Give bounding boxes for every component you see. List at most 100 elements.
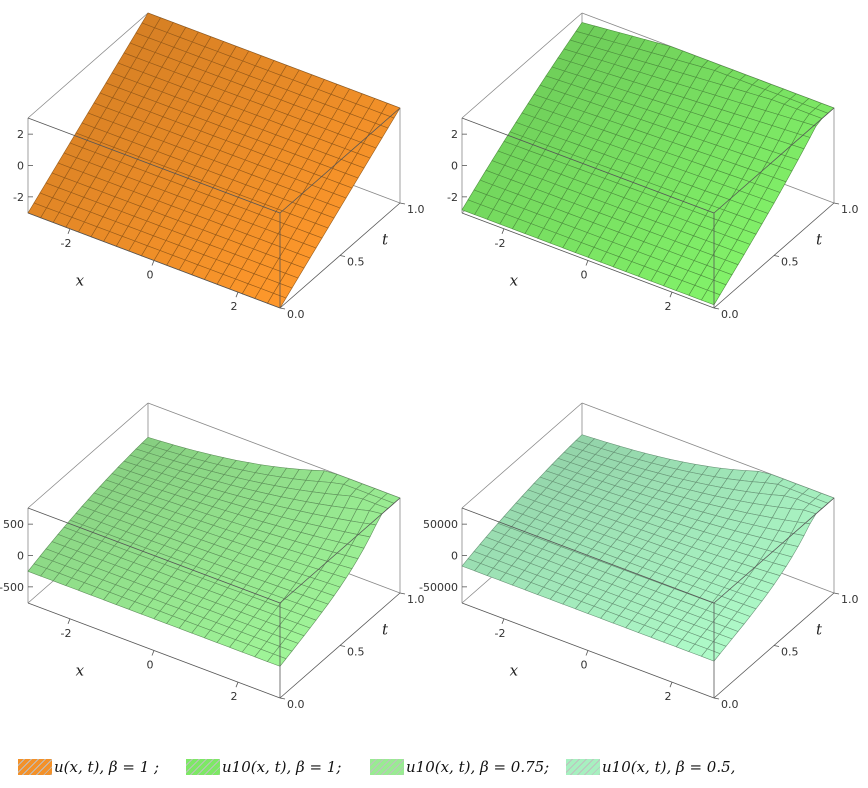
x-axis-label: x	[76, 272, 85, 290]
box-edge	[27, 507, 281, 604]
t-axis-label: t	[382, 620, 389, 638]
surface-mesh	[27, 436, 401, 667]
box-edge	[27, 117, 281, 214]
surface-mesh	[461, 434, 835, 662]
legend-swatch-green	[186, 759, 220, 775]
t-axis-label: t	[816, 620, 823, 638]
x-tick-label: 0	[581, 269, 588, 282]
t-tick-label: 0.5	[781, 646, 799, 659]
x-tick-mark	[67, 228, 71, 234]
legend-item-u10-beta-05: u10(x, t), β = 0.5,	[566, 754, 735, 780]
legend-item-u-beta-1: u(x, t), β = 1 ;	[18, 754, 159, 780]
x-tick-label: -2	[495, 237, 506, 250]
t-tick-label: 0.5	[347, 646, 365, 659]
z-tick-label: 2	[451, 128, 458, 141]
legend-label: u10(x, t), β = 0.75;	[406, 758, 550, 776]
legend-label: u10(x, t), β = 0.5,	[602, 758, 736, 776]
x-tick-label: 2	[231, 690, 238, 703]
legend: u(x, t), β = 1 ; u10(x, t), β = 1; u10(x…	[0, 750, 868, 784]
t-tick-mark	[339, 645, 346, 647]
surface-panel-2: 2 0 -2 -2 0 2 0.0 0.5 1.0 x t	[447, 12, 859, 321]
t-tick-label: 0.0	[721, 308, 739, 321]
box-edge	[461, 507, 715, 604]
x-tick-label: 0	[147, 659, 154, 672]
x-tick-mark	[235, 682, 239, 688]
x-tick-label: 2	[665, 300, 672, 313]
x-tick-mark	[501, 618, 505, 624]
legend-label: u(x, t), β = 1 ;	[54, 758, 160, 776]
z-tick-label: -50000	[419, 581, 458, 594]
z-tick-label: 500	[3, 518, 24, 531]
x-tick-mark	[151, 650, 155, 656]
legend-swatch-light-green	[370, 759, 404, 775]
x-tick-label: 2	[231, 300, 238, 313]
legend-item-u10-beta-1: u10(x, t), β = 1;	[186, 754, 341, 780]
surface-panel-4: 50000 0 -50000 -2 0 2 0.0 0.5 1.0 x t	[419, 402, 859, 711]
surface-panel-1: 2 0 -2 -2 0 2 0.0 0.5 1.0 x t	[13, 12, 425, 321]
t-tick-mark	[279, 697, 286, 700]
box-edge	[279, 497, 401, 604]
box-edge	[27, 12, 149, 119]
x-tick-label: 2	[665, 690, 672, 703]
surface-cell	[700, 289, 721, 306]
t-tick-label: 1.0	[407, 593, 425, 606]
box-edge	[713, 497, 835, 604]
t-tick-mark	[713, 307, 720, 310]
x-tick-mark	[669, 292, 673, 298]
z-tick-label: -500	[0, 581, 24, 594]
t-tick-label: 0.0	[287, 698, 305, 711]
t-tick-label: 1.0	[841, 203, 859, 216]
x-tick-label: -2	[61, 627, 72, 640]
box-edge	[279, 107, 401, 214]
t-tick-label: 0.5	[781, 256, 799, 269]
z-tick-label: -2	[13, 191, 24, 204]
surface-panel-3: 500 0 -500 -2 0 2 0.0 0.5 1.0 x t	[0, 402, 425, 711]
surface-mesh	[27, 12, 401, 309]
legend-item-u10-beta-075: u10(x, t), β = 0.75;	[370, 754, 549, 780]
x-tick-label: -2	[61, 237, 72, 250]
box-edge	[461, 402, 583, 509]
legend-label: u10(x, t), β = 1;	[222, 758, 342, 776]
x-tick-label: 0	[581, 659, 588, 672]
x-tick-mark	[235, 292, 239, 298]
z-tick-label: 50000	[423, 518, 458, 531]
t-tick-label: 0.0	[721, 698, 739, 711]
t-tick-label: 0.5	[347, 256, 365, 269]
box-edge	[713, 107, 835, 214]
z-tick-label: 0	[451, 160, 458, 173]
z-tick-label: 0	[17, 550, 24, 563]
surface-cell	[266, 653, 287, 667]
x-tick-mark	[585, 260, 589, 266]
t-tick-mark	[773, 255, 780, 257]
surface-mesh	[461, 22, 835, 306]
t-tick-mark	[339, 255, 346, 257]
x-axis-label: x	[76, 662, 85, 680]
t-tick-label: 0.0	[287, 308, 305, 321]
t-tick-mark	[773, 645, 780, 647]
box-edge	[27, 402, 149, 509]
z-tick-label: 0	[17, 160, 24, 173]
x-tick-mark	[501, 228, 505, 234]
t-tick-mark	[399, 202, 406, 205]
legend-swatch-mint	[566, 759, 600, 775]
box-edge	[461, 117, 715, 214]
t-tick-mark	[399, 592, 406, 595]
t-tick-label: 1.0	[407, 203, 425, 216]
legend-swatch-orange	[18, 759, 52, 775]
x-tick-mark	[151, 260, 155, 266]
t-tick-mark	[279, 307, 286, 310]
x-axis-label: x	[510, 662, 519, 680]
z-tick-label: -2	[447, 191, 458, 204]
z-tick-label: 0	[451, 550, 458, 563]
box-edge	[461, 12, 583, 119]
x-tick-mark	[669, 682, 673, 688]
surface-cell	[700, 648, 721, 662]
t-tick-label: 1.0	[841, 593, 859, 606]
x-tick-label: 0	[147, 269, 154, 282]
t-tick-mark	[713, 697, 720, 700]
t-axis-label: t	[816, 230, 823, 248]
t-tick-mark	[833, 592, 840, 595]
x-tick-label: -2	[495, 627, 506, 640]
x-tick-mark	[585, 650, 589, 656]
